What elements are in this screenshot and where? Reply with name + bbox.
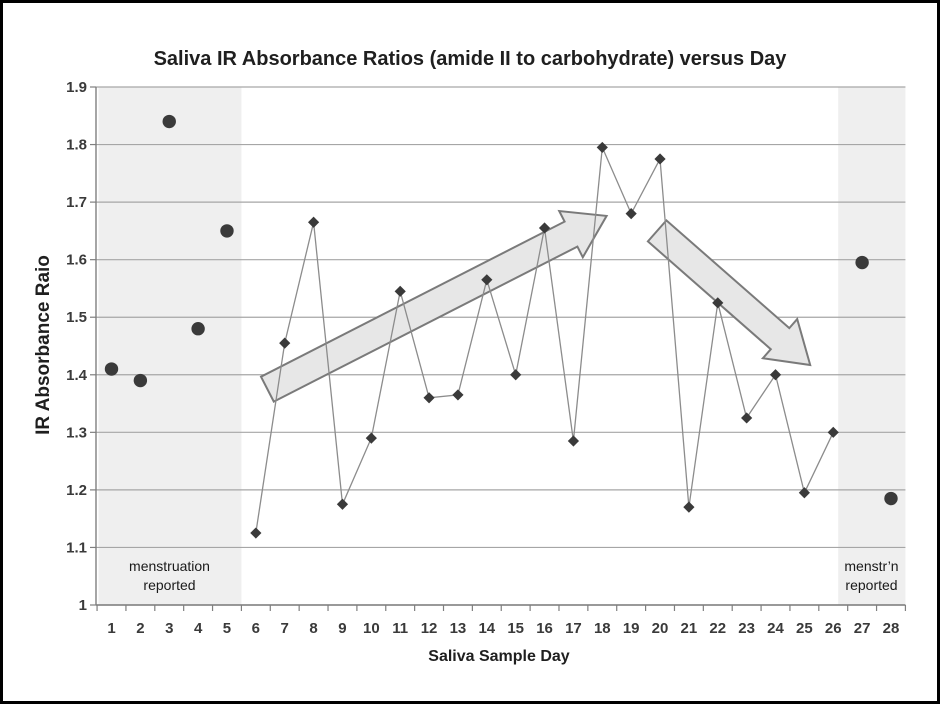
x-tick-label: 12 [421, 620, 438, 637]
x-tick-label: 3 [165, 620, 173, 637]
y-tick-label: 1.1 [66, 539, 87, 556]
x-tick-label: 11 [392, 620, 408, 637]
x-tick-label: 1 [107, 620, 115, 637]
x-tick-label: 13 [450, 620, 467, 637]
data-point-day-6 [250, 527, 262, 539]
x-tick-label: 15 [507, 620, 524, 637]
x-tick-label: 17 [565, 620, 582, 637]
data-point-day-10 [365, 432, 377, 444]
x-tick-label: 5 [223, 620, 231, 637]
data-series [104, 114, 898, 539]
data-point-day-22 [712, 297, 724, 309]
data-point-day-11 [394, 285, 406, 297]
region-label-right-line2: reported [845, 577, 897, 593]
data-point-day-13 [452, 389, 464, 401]
data-point-day-27 [855, 255, 869, 270]
region-label-left-line1: menstruation [129, 558, 210, 574]
trend-arrow-ascending [259, 209, 609, 403]
shaded-regions [98, 87, 906, 605]
y-tick-label: 1.5 [66, 309, 87, 326]
chart-canvas: 1 2 3 4 5 6 7 8 9 10 11 12 13 14 15 16 17 18 19 20 21 22 23 24 2… [33, 48, 907, 665]
data-point-day-20 [654, 153, 666, 165]
data-point-day-7 [279, 337, 291, 349]
data-point-day-5 [220, 224, 234, 238]
x-tick-label: 26 [825, 620, 842, 637]
region-label-right: menstr’n reported [844, 558, 898, 593]
data-point-day-12 [423, 392, 435, 404]
data-point-day-9 [336, 498, 349, 510]
data-point-day-1 [104, 362, 119, 376]
x-tick-label: 6 [252, 620, 260, 637]
x-tick-label: 14 [478, 620, 495, 637]
data-point-day-23 [741, 412, 753, 424]
x-tick-label: 21 [681, 620, 698, 637]
data-point-day-14 [481, 274, 493, 286]
x-tick-label: 22 [709, 620, 726, 637]
x-tick-label: 20 [652, 620, 669, 637]
y-axis-title: IR Absorbance Raio [33, 255, 54, 435]
x-tick-label: 19 [623, 620, 640, 637]
y-tick-label: 1 [79, 597, 87, 614]
region-label-left: menstruation reported [129, 558, 210, 593]
chart-title: Saliva IR Absorbance Ratios (amide II to… [154, 48, 788, 70]
data-point-day-3 [162, 114, 176, 129]
x-tick-labels: 1 2 3 4 5 6 7 8 9 10 11 12 13 14 15 16 17 18 19 20 21 22 23 24 2… [107, 620, 899, 637]
trend-arrows [259, 209, 812, 403]
data-point-day-16 [538, 222, 551, 234]
data-point-day-8 [307, 216, 320, 228]
data-point-day-15 [510, 369, 522, 381]
data-point-day-19 [625, 208, 637, 220]
data-point-day-21 [683, 501, 695, 513]
shaded-region-right [838, 87, 906, 605]
x-axis-title: Saliva Sample Day [428, 648, 570, 665]
data-point-day-24 [769, 369, 782, 381]
y-tick-label: 1.6 [66, 252, 87, 269]
data-point-day-26 [827, 426, 839, 438]
x-tick-label: 18 [594, 620, 611, 637]
x-tick-label: 25 [796, 620, 813, 637]
x-tick-label: 23 [738, 620, 755, 637]
axes [90, 86, 907, 611]
x-tick-label: 8 [309, 620, 317, 637]
region-label-right-line1: menstr’n [844, 558, 898, 574]
x-tick-label: 9 [338, 620, 346, 637]
y-tick-label: 1.9 [66, 79, 87, 96]
data-point-day-28 [884, 491, 898, 506]
region-label-left-line2: reported [143, 577, 195, 593]
y-tick-label: 1.2 [66, 482, 87, 499]
y-tick-label: 1.8 [66, 137, 87, 154]
data-point-day-25 [798, 487, 810, 499]
data-point-day-2 [133, 373, 148, 388]
y-tick-label: 1.3 [66, 424, 87, 441]
shaded-region-left [98, 87, 242, 605]
data-point-day-4 [191, 322, 205, 336]
y-tick-label: 1.7 [66, 194, 87, 211]
data-point-day-18 [596, 141, 608, 154]
x-tick-label: 10 [363, 620, 380, 637]
x-tick-label: 28 [883, 620, 900, 637]
x-tick-label: 24 [767, 620, 784, 637]
data-point-day-17 [567, 435, 580, 447]
x-tick-label: 7 [281, 620, 289, 637]
trend-arrow-descending [646, 218, 812, 367]
x-tick-label: 27 [854, 620, 871, 637]
x-tick-label: 4 [194, 620, 203, 637]
x-tick-label: 2 [136, 620, 144, 637]
x-tick-label: 16 [536, 620, 553, 637]
y-tick-labels: 1 1.1 1.2 1.3 1.4 1.5 1.6 1.7 1.8 1.9 [66, 79, 88, 614]
y-tick-label: 1.4 [66, 367, 88, 384]
